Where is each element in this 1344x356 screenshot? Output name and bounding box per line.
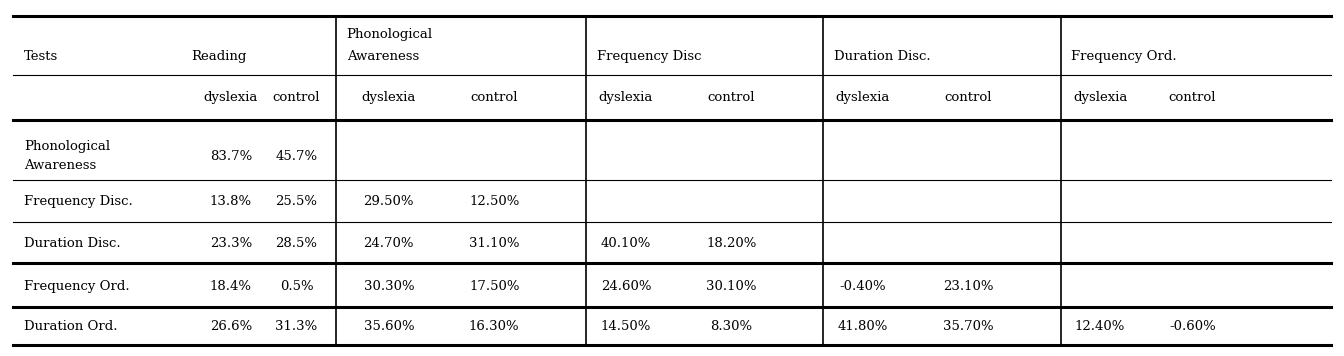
Text: control: control xyxy=(273,91,320,104)
Text: 23.10%: 23.10% xyxy=(943,280,993,293)
Text: 83.7%: 83.7% xyxy=(210,150,251,163)
Text: Awareness: Awareness xyxy=(347,50,419,63)
Text: Tests: Tests xyxy=(24,50,58,63)
Text: 18.20%: 18.20% xyxy=(706,237,757,250)
Text: control: control xyxy=(470,91,517,104)
Text: 0.5%: 0.5% xyxy=(280,280,313,293)
Text: Duration Ord.: Duration Ord. xyxy=(24,320,117,334)
Text: Phonological: Phonological xyxy=(347,28,433,41)
Text: 35.70%: 35.70% xyxy=(943,320,993,334)
Text: 31.10%: 31.10% xyxy=(469,237,519,250)
Text: 14.50%: 14.50% xyxy=(601,320,650,334)
Text: dyslexia: dyslexia xyxy=(1073,91,1128,104)
Text: Phonological: Phonological xyxy=(24,140,110,153)
Text: 18.4%: 18.4% xyxy=(210,280,251,293)
Text: Awareness: Awareness xyxy=(24,159,97,172)
Text: 28.5%: 28.5% xyxy=(276,237,317,250)
Text: 12.50%: 12.50% xyxy=(469,194,519,208)
Text: 35.60%: 35.60% xyxy=(363,320,414,334)
Text: 8.30%: 8.30% xyxy=(710,320,753,334)
Text: control: control xyxy=(945,91,992,104)
Text: -0.60%: -0.60% xyxy=(1169,320,1215,334)
Text: 17.50%: 17.50% xyxy=(469,280,519,293)
Text: 40.10%: 40.10% xyxy=(601,237,650,250)
Text: 16.30%: 16.30% xyxy=(469,320,520,334)
Text: 25.5%: 25.5% xyxy=(276,194,317,208)
Text: control: control xyxy=(707,91,755,104)
Text: 45.7%: 45.7% xyxy=(276,150,317,163)
Text: -0.40%: -0.40% xyxy=(840,280,886,293)
Text: 30.10%: 30.10% xyxy=(706,280,757,293)
Text: dyslexia: dyslexia xyxy=(362,91,417,104)
Text: control: control xyxy=(1168,91,1216,104)
Text: Duration Disc.: Duration Disc. xyxy=(835,50,930,63)
Text: dyslexia: dyslexia xyxy=(598,91,653,104)
Text: 12.40%: 12.40% xyxy=(1075,320,1125,334)
Text: Reading: Reading xyxy=(191,50,247,63)
Text: Frequency Disc: Frequency Disc xyxy=(597,50,702,63)
Text: Frequency Ord.: Frequency Ord. xyxy=(24,280,129,293)
Text: 13.8%: 13.8% xyxy=(210,194,251,208)
Text: Duration Disc.: Duration Disc. xyxy=(24,237,121,250)
Text: 26.6%: 26.6% xyxy=(210,320,251,334)
Text: Frequency Disc.: Frequency Disc. xyxy=(24,194,133,208)
Text: 31.3%: 31.3% xyxy=(276,320,317,334)
Text: 41.80%: 41.80% xyxy=(837,320,888,334)
Text: 30.30%: 30.30% xyxy=(363,280,414,293)
Text: 29.50%: 29.50% xyxy=(364,194,414,208)
Text: dyslexia: dyslexia xyxy=(203,91,258,104)
Text: Frequency Ord.: Frequency Ord. xyxy=(1071,50,1177,63)
Text: 24.60%: 24.60% xyxy=(601,280,650,293)
Text: 24.70%: 24.70% xyxy=(364,237,414,250)
Text: dyslexia: dyslexia xyxy=(836,91,890,104)
Text: 23.3%: 23.3% xyxy=(210,237,251,250)
